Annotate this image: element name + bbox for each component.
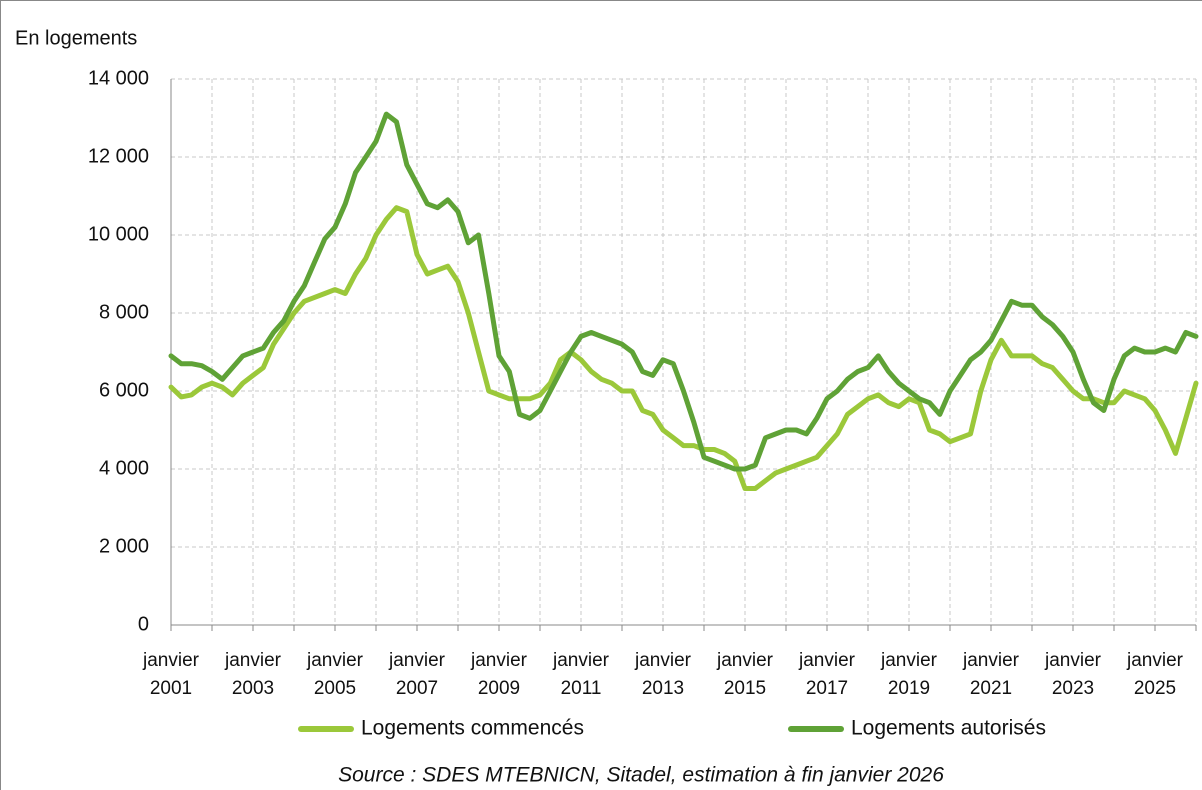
legend-label: Logements autorisés [851, 717, 1046, 740]
x-tick-label: janvier 2013 [635, 650, 691, 699]
y-tick-label: 12 000 [88, 145, 149, 167]
x-tick-label: janvier 2007 [389, 650, 445, 699]
data-line [168, 111, 1199, 472]
y-tick-label: 6 000 [99, 379, 149, 401]
x-tick-label: janvier 2023 [1045, 650, 1101, 699]
y-tick-label: 10 000 [88, 223, 149, 245]
y-tick-label: 0 [138, 613, 149, 635]
unit-label: En logements [15, 27, 137, 49]
x-tick-label: janvier 2019 [881, 650, 937, 699]
x-tick-label: janvier 2005 [307, 650, 363, 699]
x-tick-label: janvier 2021 [963, 650, 1019, 699]
y-tick-label: 4 000 [99, 457, 149, 479]
x-tick-label: janvier 2017 [799, 650, 855, 699]
legend-label: Logements commencés [361, 717, 584, 740]
x-tick-label: janvier 2003 [225, 650, 281, 699]
y-tick-label: 2 000 [99, 535, 149, 557]
x-tick-label: janvier 2009 [471, 650, 527, 699]
data-line [168, 205, 1199, 491]
source: Source : SDES MTEBNICN, Sitadel, estimat… [338, 764, 944, 787]
y-tick-label: 8 000 [99, 301, 149, 323]
x-tick-label: janvier 2015 [717, 650, 773, 699]
x-tick-label: janvier 2011 [553, 650, 609, 699]
x-tick-label: janvier 2001 [143, 650, 199, 699]
x-tick-label: janvier 2025 [1127, 650, 1183, 699]
y-tick-label: 14 000 [88, 67, 149, 89]
